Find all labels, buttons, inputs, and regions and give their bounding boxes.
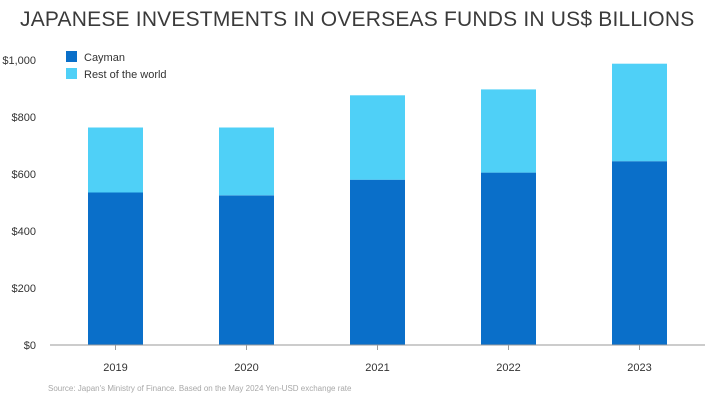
y-tick-label: $600 [12,169,36,181]
bar-cayman-2019 [88,192,143,345]
x-tick-label: 2023 [627,362,651,374]
legend: Cayman Rest of the world [66,51,167,81]
y-tick-label: $200 [12,283,36,295]
y-tick-label: $800 [12,112,36,124]
y-tick-label: $0 [24,340,36,352]
bar-rest-of-the-world-2019 [88,127,143,193]
bar-rest-of-the-world-2023 [612,63,667,162]
x-axis: 2019 2020 2021 2022 2023 [103,345,652,374]
x-tick-label: 2022 [496,362,520,374]
bar-rest-of-the-world-2021 [350,95,405,180]
legend-label-cayman: Cayman [84,52,125,64]
bar-rest-of-the-world-2020 [219,127,274,196]
source-note: Source: Japan's Ministry of Finance. Bas… [48,384,352,393]
bar-rest-of-the-world-2022 [481,89,536,173]
y-tick-label: $400 [12,226,36,238]
bar-cayman-2021 [350,179,405,345]
bars-group [88,63,667,345]
bar-cayman-2022 [481,172,536,345]
legend-swatch-rest-of-the-world [66,68,77,79]
x-tick-label: 2020 [234,362,258,374]
x-tick-label: 2021 [365,362,389,374]
y-tick-label: $1,000 [2,55,36,67]
chart-title: JAPANESE INVESTMENTS IN OVERSEAS FUNDS I… [20,8,695,31]
y-axis: $0 $200 $400 $600 $800 $1,000 [2,55,36,352]
bar-cayman-2020 [219,195,274,345]
legend-swatch-cayman [66,51,77,62]
legend-label-rest-of-the-world: Rest of the world [84,69,167,81]
bar-cayman-2023 [612,161,667,345]
x-tick-label: 2019 [103,362,127,374]
